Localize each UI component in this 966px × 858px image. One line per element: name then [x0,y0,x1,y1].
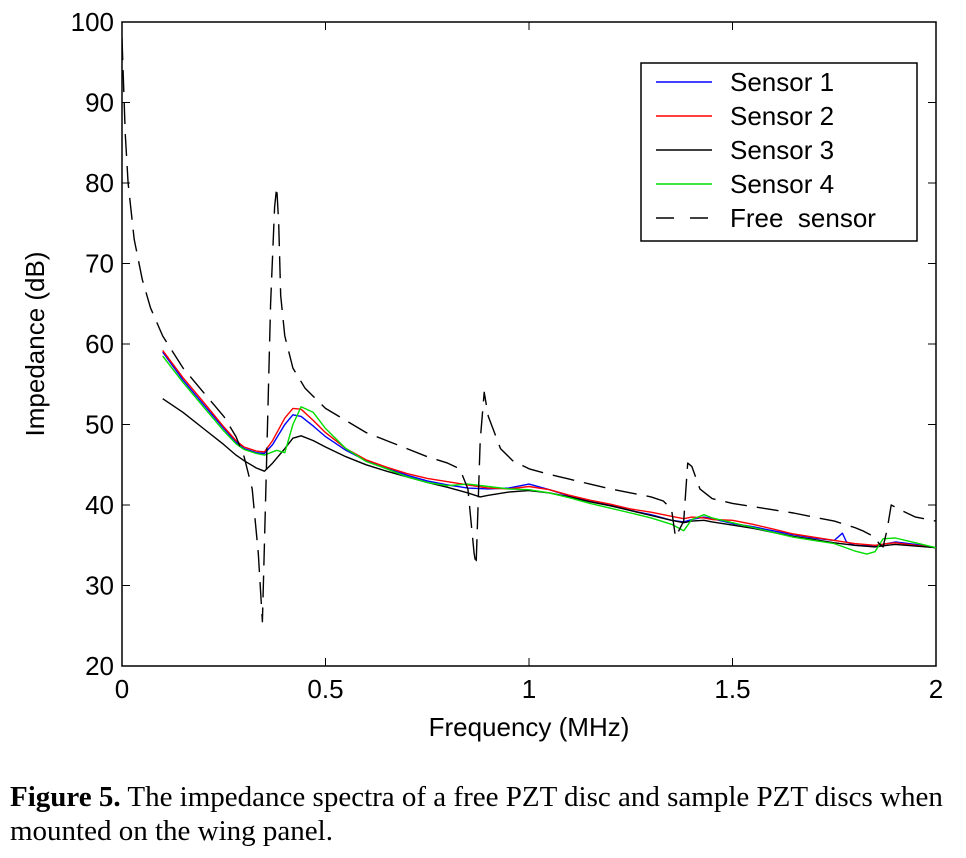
legend-label-sensor-4: Sensor 4 [730,169,834,199]
y-tick-label: 100 [71,7,114,37]
legend-label-sensor-3: Sensor 3 [730,135,834,165]
legend-box [640,62,918,242]
figure-caption: Figure 5. The impedance spectra of a fre… [10,780,960,848]
x-tick-label: 2 [929,674,943,704]
y-tick-label: 60 [85,329,114,359]
y-tick-label: 50 [85,410,114,440]
y-tick-label: 90 [85,88,114,118]
legend-label-sensor-2: Sensor 2 [730,101,834,131]
y-tick-label: 70 [85,249,114,279]
caption-text: The impedance spectra of a free PZT disc… [10,781,943,847]
x-axis-label: Frequency (MHz) [429,712,630,742]
axis-ticks: 0 0.5 1 1.5 2 20 30 40 50 60 70 80 90 100 [71,7,944,704]
series-line-free-sensor [122,38,936,623]
y-tick-label: 30 [85,571,114,601]
y-tick-label: 20 [85,651,114,681]
caption-label: Figure 5. [10,781,121,813]
series-line-sensor-4 [162,355,936,555]
x-tick-label: 1 [522,674,536,704]
x-tick-label: 0.5 [307,674,343,704]
series-layer [122,38,936,623]
series-line-sensor-2 [162,349,936,549]
legend-label-sensor-1: Sensor 1 [730,67,834,97]
y-axis-label: Impedance (dB) [20,252,50,437]
y-tick-label: 40 [85,490,114,520]
legend-label-free-sensor: Free sensor [730,203,876,233]
x-tick-label: 1.5 [714,674,750,704]
series-line-sensor-3 [162,398,936,549]
y-tick-label: 80 [85,168,114,198]
legend: Sensor 1 Sensor 2 Sensor 3 Sensor 4 Free sen… [640,62,918,242]
x-tick-label: 0 [115,674,129,704]
